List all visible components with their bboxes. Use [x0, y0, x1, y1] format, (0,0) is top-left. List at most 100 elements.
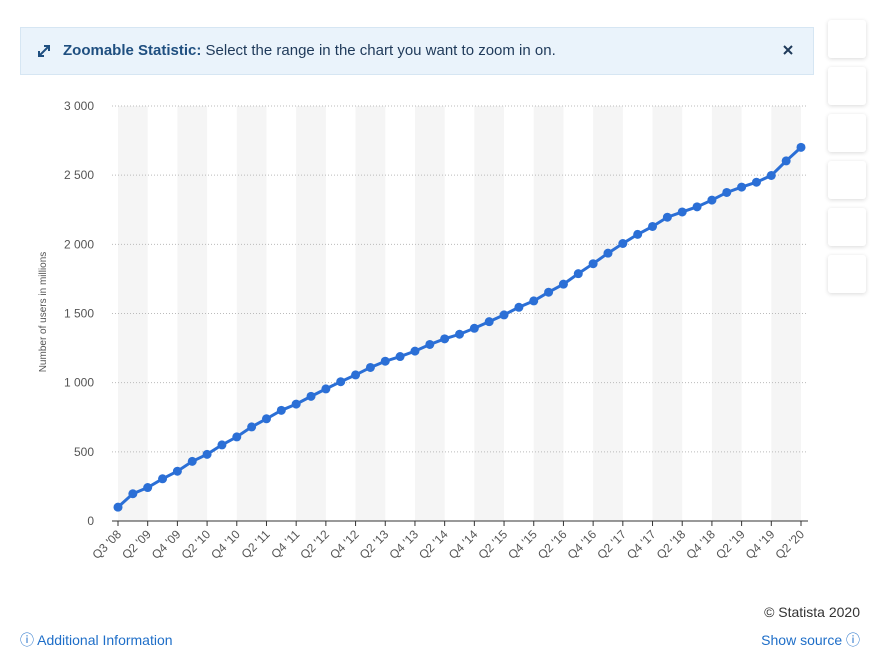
zoom-banner: Zoomable Statistic: Select the range in … [20, 27, 814, 75]
x-tick-label: Q2 '18 [654, 527, 689, 562]
point [558, 279, 568, 289]
point [217, 440, 227, 450]
x-tick-label: Q2 '14 [416, 527, 451, 562]
point [544, 287, 554, 297]
x-tick-label: Q4 '12 [327, 527, 362, 562]
point [469, 323, 479, 333]
y-axis-label: Number of users in millions [38, 252, 49, 373]
point [143, 483, 153, 493]
point [514, 302, 524, 312]
point [113, 502, 123, 512]
band [711, 106, 742, 521]
point [692, 202, 702, 212]
x-tick-label: Q2 '09 [119, 527, 154, 562]
point [529, 296, 539, 306]
point [306, 391, 316, 401]
x-tick-label: Q4 '14 [446, 527, 481, 562]
point [484, 317, 494, 327]
x-tick-label: Q4 '16 [565, 527, 600, 562]
point [321, 384, 331, 394]
band [296, 106, 326, 521]
banner-title: Zoomable Statistic: [63, 42, 202, 59]
y-tick-label: 1 500 [64, 307, 94, 321]
point [588, 259, 598, 269]
x-tick-label: Q2 '15 [476, 527, 511, 562]
x-tick-label: Q4 '13 [386, 527, 421, 562]
point [232, 432, 242, 442]
y-tick-label: 3 000 [64, 99, 94, 113]
point [158, 474, 168, 484]
point [648, 221, 658, 231]
x-tick-label: Q4 '19 [743, 527, 778, 562]
favorite-button[interactable] [828, 20, 866, 58]
x-tick-label: Q2 '17 [594, 527, 629, 562]
point [291, 399, 301, 409]
x-tick-label: Q2 '16 [535, 527, 570, 562]
x-tick-label: Q4 '15 [505, 527, 540, 562]
point [261, 414, 271, 424]
point [662, 212, 672, 222]
point [365, 362, 375, 372]
point [751, 177, 761, 187]
x-tick-label: Q4 '18 [683, 527, 718, 562]
x-tick-label: Q2 '20 [772, 527, 807, 562]
y-tick-label: 2 000 [64, 237, 94, 251]
point [781, 156, 791, 166]
point [677, 207, 687, 217]
point [499, 310, 509, 320]
notify-button[interactable] [828, 67, 866, 105]
point [410, 346, 420, 356]
x-tick-label: Q2 '19 [713, 527, 748, 562]
point [425, 339, 435, 349]
y-tick-label: 1 000 [64, 376, 94, 390]
source-text: Show source [761, 632, 843, 648]
x-tick-label: Q2 '10 [179, 527, 214, 562]
x-tick-label: Q4 '09 [149, 527, 184, 562]
point [276, 405, 286, 415]
y-tick-label: 2 500 [64, 168, 94, 182]
point [172, 466, 182, 476]
point [440, 334, 450, 344]
x-tick-label: Q2 '13 [357, 527, 392, 562]
point [247, 422, 257, 432]
point [573, 269, 583, 279]
banner-text: Select the range in the chart you want t… [205, 42, 556, 59]
expand-icon [38, 45, 50, 57]
point [336, 377, 346, 387]
point [722, 187, 732, 197]
point [455, 329, 464, 339]
y-tick-label: 500 [74, 445, 94, 459]
x-tick-label: Q4 '10 [208, 527, 243, 562]
y-tick-label: 0 [87, 514, 94, 528]
copyright: © Statista 2020 [764, 604, 860, 620]
x-tick-label: Q4 '17 [624, 527, 659, 562]
point [187, 456, 197, 466]
cite-button[interactable] [828, 208, 866, 246]
x-tick-label: Q2 '12 [297, 527, 332, 562]
x-tick-label: Q2 '11 [239, 527, 273, 561]
point [633, 229, 643, 239]
point [618, 239, 628, 249]
x-tick-label: Q3 '08 [89, 527, 124, 562]
point [202, 449, 212, 459]
series-line [116, 146, 803, 509]
share-button[interactable] [828, 161, 866, 199]
point [395, 352, 405, 362]
point [603, 248, 613, 258]
show-source-link[interactable]: Show source ⓘ [761, 632, 860, 648]
chart: Number of users in millions 0 500 1 000 1 5… [38, 99, 808, 562]
x-tick-label: Q4 '11 [268, 527, 302, 561]
print-button[interactable] [828, 255, 866, 293]
point [796, 142, 806, 152]
band [118, 106, 148, 521]
point [737, 182, 747, 192]
info-text: Additional Information [37, 632, 173, 648]
settings-button[interactable] [828, 114, 866, 152]
point [380, 356, 390, 366]
close-button[interactable] [783, 45, 793, 55]
point [766, 170, 776, 180]
additional-info-link[interactable]: ⓘ Additional Information [20, 632, 173, 648]
point [707, 195, 717, 205]
point [128, 489, 138, 499]
